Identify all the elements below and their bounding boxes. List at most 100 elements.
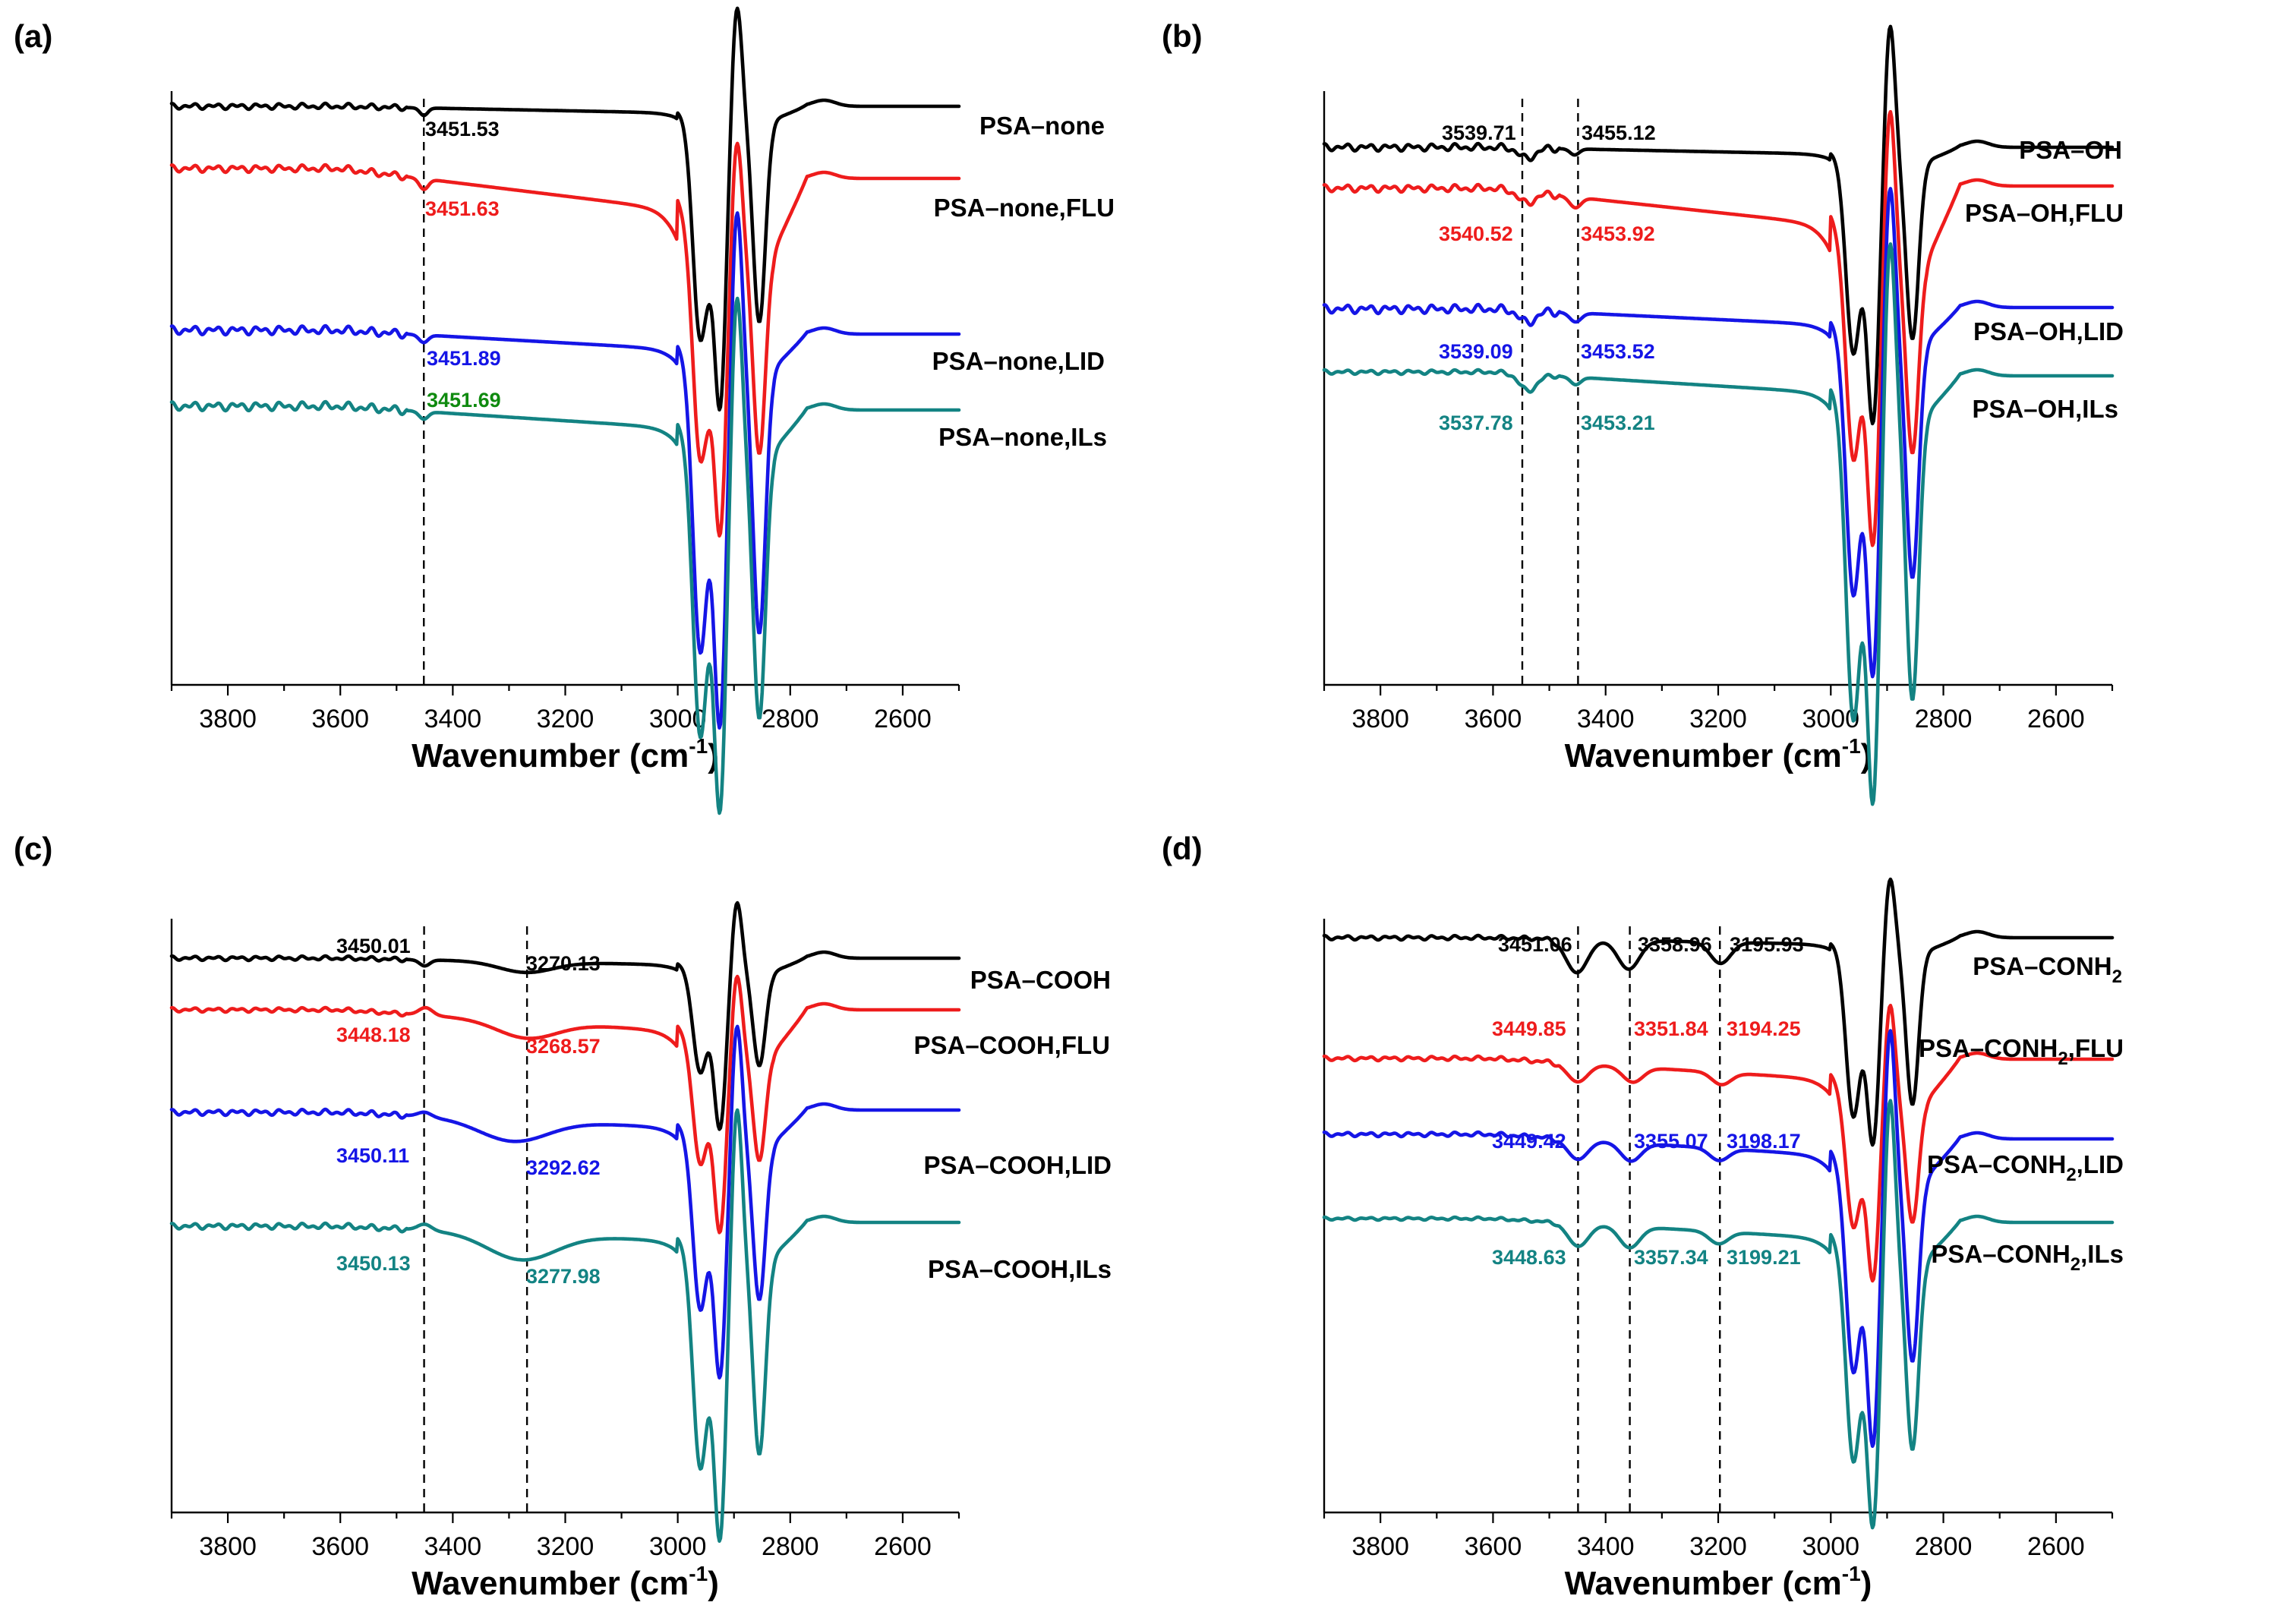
- x-tick-label: 3400: [1577, 705, 1635, 733]
- series-line-1: [1322, 24, 2115, 426]
- peak-label: 3277.98: [526, 1265, 601, 1288]
- x-tick-label: 3800: [1351, 705, 1409, 733]
- legend-label: PSA–none,FLU: [934, 194, 1115, 222]
- legend-label-part: PSA–OH,FLU: [1965, 199, 2124, 227]
- peak-label: 3270.13: [526, 952, 601, 975]
- x-tick-label: 3600: [311, 1532, 369, 1561]
- x-tick-label: 2600: [2027, 705, 2085, 733]
- series-line-4: [1322, 242, 2115, 806]
- legend-label-part: PSA–CONH: [1927, 1150, 2066, 1178]
- peak-label: 3539.71: [1442, 121, 1516, 144]
- x-tick-label: 3000: [1802, 1532, 1859, 1561]
- peak-label: 3537.78: [1439, 412, 1513, 434]
- series-line-1: [169, 900, 961, 1131]
- x-tick-label: 2800: [1915, 1532, 1973, 1561]
- x-tick-label: 3200: [537, 705, 594, 733]
- x-axis-label-sup: -1: [1842, 1562, 1861, 1585]
- legend-label-part: ,LID: [2077, 1150, 2124, 1178]
- x-tick-label: 3400: [424, 705, 482, 733]
- x-tick-label: 3800: [199, 1532, 257, 1561]
- legend-label: PSA–none,LID: [932, 347, 1105, 375]
- x-tick-label: 3600: [1465, 1532, 1522, 1561]
- panel-label: (d): [1162, 831, 1203, 866]
- legend-label: PSA–none: [979, 112, 1105, 140]
- peak-label: 3195.93: [1730, 933, 1804, 956]
- peak-label: 3451.63: [425, 197, 500, 220]
- series-line-2: [169, 141, 961, 538]
- panel-2: (b)3800 3600 3400 3200 3000 2800 2600Wavenumbe…: [1162, 18, 2124, 806]
- legend-label: PSA–CONH2,ILs: [1931, 1240, 2124, 1275]
- x-tick-label: 2600: [874, 1532, 932, 1561]
- x-tick-label: 3600: [1465, 705, 1522, 733]
- legend-label: PSA–OH,ILs: [1972, 395, 2118, 423]
- legend-label-part: ,FLU: [2068, 1034, 2124, 1062]
- legend-label-part: PSA–OH,ILs: [1972, 395, 2118, 423]
- legend-label: PSA–COOH,ILs: [928, 1255, 1112, 1283]
- peak-label: 3453.92: [1581, 222, 1655, 245]
- legend-label: PSA–COOH,LID: [923, 1151, 1112, 1179]
- legend-label-sub: 2: [2058, 1049, 2067, 1069]
- x-tick-label: 3400: [1577, 1532, 1635, 1561]
- peak-label: 3292.62: [526, 1156, 601, 1179]
- peak-label: 3358.96: [1638, 933, 1712, 956]
- x-axis-label-main: Wavenumber (cm: [1565, 737, 1842, 774]
- peak-label: 3448.63: [1492, 1246, 1566, 1269]
- panel-label: (b): [1162, 18, 1203, 54]
- x-tick-label: 3400: [424, 1532, 482, 1561]
- series-line-1: [169, 6, 961, 412]
- x-axis-label-close: ): [1861, 1565, 1872, 1602]
- peak-label: 3451.06: [1498, 933, 1572, 956]
- peak-label: 3450.01: [336, 935, 411, 957]
- peak-label: 3198.17: [1727, 1130, 1801, 1153]
- legend-label-part: ,ILs: [2080, 1240, 2124, 1268]
- peak-label: 3351.84: [1634, 1017, 1708, 1040]
- x-tick-label: 3200: [1689, 1532, 1747, 1561]
- x-axis-label-sup: -1: [689, 1562, 708, 1585]
- peak-label: 3194.25: [1727, 1017, 1801, 1040]
- x-axis-label-main: Wavenumber (cm: [1565, 1565, 1842, 1602]
- x-axis-label: Wavenumber (cm-1): [1565, 1562, 1872, 1602]
- legend-label: PSA–OH: [2019, 136, 2122, 164]
- legend-label-sub: 2: [2066, 1165, 2076, 1185]
- x-axis-label-close: ): [708, 1565, 719, 1602]
- series-line-3: [169, 211, 961, 730]
- series-line-3: [1322, 1029, 2115, 1448]
- panel-3: (c) 3800 3600 3400 3200 3000 2800 2600 Wavenumbe…: [14, 831, 1112, 1602]
- peak-label: 3268.57: [526, 1035, 601, 1058]
- legend-label: PSA–COOH,FLU: [913, 1031, 1110, 1059]
- series-line-3: [1322, 187, 2115, 679]
- legend-label-sub: 2: [2112, 967, 2122, 987]
- peak-label: 3453.21: [1581, 412, 1655, 434]
- x-axis-label: Wavenumber (cm-1): [412, 1562, 719, 1602]
- panel-label: (a): [14, 18, 52, 54]
- x-axis-label-sup: -1: [1842, 734, 1861, 758]
- x-tick-label: 2600: [2027, 1532, 2085, 1561]
- x-tick-label: 2800: [762, 705, 819, 733]
- x-axis-label: Wavenumber (cm-1): [1565, 734, 1872, 774]
- peak-label: 3539.09: [1439, 340, 1513, 363]
- panel-4: (d) 3800 3600 3400 3200 3000 2800 2600 Wavenumbe…: [1162, 831, 2124, 1602]
- x-tick-label: 2600: [874, 705, 932, 733]
- legend-label: PSA–COOH: [970, 966, 1111, 994]
- legend-label-sub: 2: [2070, 1254, 2080, 1275]
- series-line-2: [1322, 109, 2115, 547]
- legend-label: PSA–none,ILs: [938, 423, 1107, 451]
- x-tick-label: 3800: [1351, 1532, 1409, 1561]
- x-tick-label: 3600: [311, 705, 369, 733]
- legend-label: PSA–CONH2,LID: [1927, 1150, 2124, 1185]
- peak-label: 3540.52: [1439, 222, 1513, 245]
- series-line-1: [1322, 877, 2115, 1147]
- peak-label: 3450.13: [336, 1252, 411, 1275]
- peak-label: 3451.53: [425, 118, 500, 140]
- legend-label-part: PSA–CONH: [1919, 1034, 2058, 1062]
- x-tick-label: 3800: [199, 705, 257, 733]
- legend-label: PSA–OH,FLU: [1965, 199, 2124, 227]
- x-tick-label: 2800: [762, 1532, 819, 1561]
- series-line-4: [169, 296, 961, 815]
- series-line-2: [1322, 1004, 2115, 1283]
- peak-label: 3448.18: [336, 1023, 411, 1046]
- legend-label-part: PSA–COOH,LID: [923, 1151, 1112, 1179]
- peak-label: 3449.85: [1492, 1017, 1566, 1040]
- legend-label-part: PSA–OH: [2019, 136, 2122, 164]
